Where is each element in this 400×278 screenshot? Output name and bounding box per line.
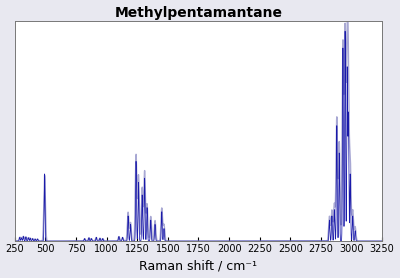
X-axis label: Raman shift / cm⁻¹: Raman shift / cm⁻¹ — [140, 259, 258, 272]
Title: Methylpentamantane: Methylpentamantane — [114, 6, 282, 19]
